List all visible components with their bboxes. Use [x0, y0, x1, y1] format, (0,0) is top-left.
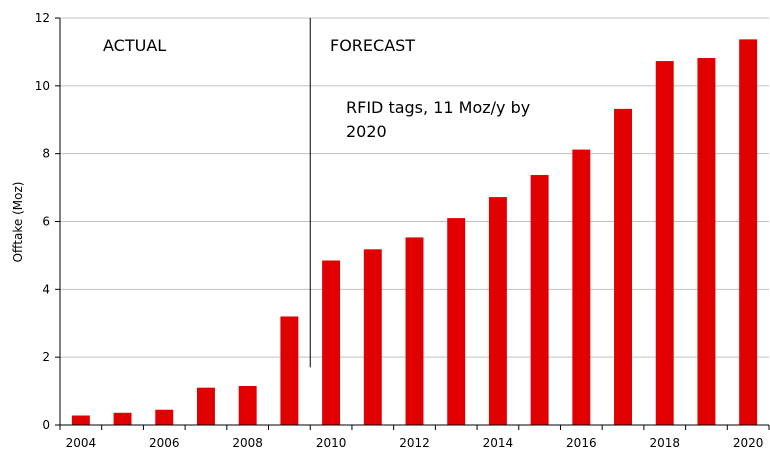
- x-tick-label: 2012: [399, 436, 430, 450]
- x-tick-label: 2020: [733, 436, 764, 450]
- x-tick-label: 2016: [566, 436, 597, 450]
- axes: [55, 17, 770, 430]
- bar: [697, 58, 716, 425]
- x-tick-label: 2006: [149, 436, 180, 450]
- bar: [280, 316, 299, 425]
- x-tick-label: 2014: [483, 436, 514, 450]
- rfid-note-line2: 2020: [346, 122, 387, 141]
- x-tick-label: 2008: [232, 436, 263, 450]
- y-tick-label: 6: [42, 215, 50, 229]
- bar: [447, 218, 466, 425]
- y-tick-label: 8: [42, 147, 50, 161]
- bar: [614, 108, 632, 425]
- y-tick-label: 10: [35, 79, 50, 93]
- grid-lines: [60, 17, 769, 358]
- x-tick-labels: 2004 2006 2008 2010 2012 2014 2016 2018 2020: [66, 436, 764, 450]
- y-tick-label: 2: [42, 350, 50, 364]
- bar: [155, 409, 174, 425]
- bar: [322, 260, 341, 425]
- bar: [488, 197, 507, 425]
- bar: [113, 412, 132, 425]
- bar: [739, 39, 758, 426]
- bar: [238, 385, 257, 425]
- forecast-label: FORECAST: [330, 36, 415, 55]
- y-tick-labels: 0 2 4 6 8 10 12: [35, 11, 50, 432]
- x-tick-label: 2018: [649, 436, 680, 450]
- rfid-note-line1: RFID tags, 11 Moz/y by: [346, 98, 530, 117]
- y-tick-label: 0: [42, 418, 50, 432]
- bars: [71, 39, 758, 426]
- x-tick-label: 2004: [66, 436, 97, 450]
- bar: [363, 249, 382, 425]
- actual-label: ACTUAL: [103, 36, 166, 55]
- bar: [71, 415, 90, 425]
- bar: [405, 237, 424, 425]
- y-tick-label: 12: [35, 11, 50, 25]
- y-axis-title: Offtake (Moz): [11, 182, 25, 263]
- x-tick-label: 2010: [316, 436, 347, 450]
- y-tick-label: 4: [42, 282, 50, 296]
- bar: [655, 61, 674, 426]
- bar: [530, 175, 549, 425]
- bar: [572, 149, 591, 425]
- bar: [197, 387, 215, 425]
